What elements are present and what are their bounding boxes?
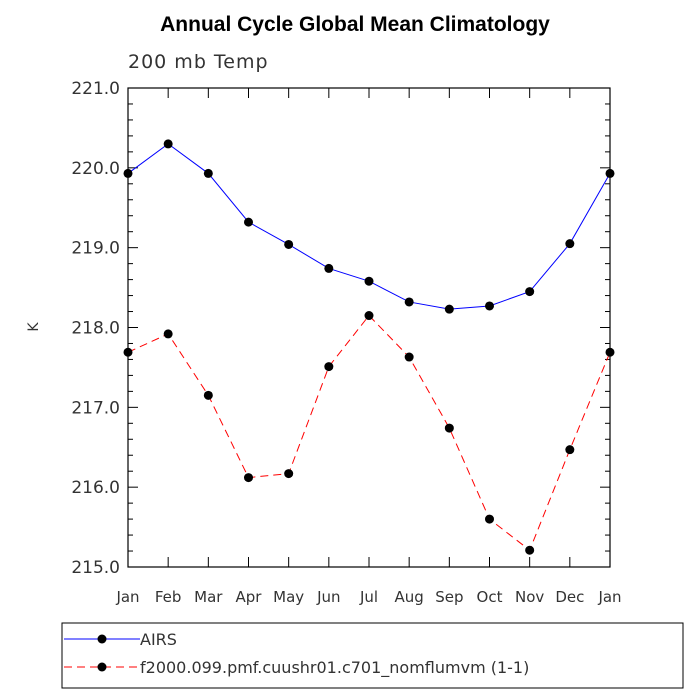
chart-title: Annual Cycle Global Mean Climatology [160, 13, 550, 36]
x-tick-label: Apr [236, 588, 263, 606]
x-tick-label: Jan [115, 588, 139, 606]
data-point-series-1 [163, 139, 173, 149]
data-point-series-2 [244, 473, 253, 483]
y-tick-label: 221.0 [71, 79, 120, 99]
data-point-series-1 [324, 263, 334, 273]
data-point-series-1 [444, 304, 454, 314]
data-point-series-2 [324, 362, 334, 372]
data-point-series-2 [203, 390, 213, 400]
chart-subtitle: 200 mb Temp [128, 51, 269, 73]
x-tick-label: Dec [555, 588, 584, 606]
legend-label-1: AIRS [140, 630, 177, 649]
data-point-series-2 [404, 352, 414, 362]
data-point-series-1 [284, 239, 294, 249]
x-tick-labels: Jan Feb Mar Apr May Jun Jul Aug Sep Oct Nov Dec Jan [115, 588, 621, 606]
data-point-series-2 [123, 347, 133, 357]
data-point-series-2 [163, 329, 173, 339]
data-point-series-2 [565, 445, 575, 455]
data-point-series-1 [605, 168, 615, 178]
data-point-series-2 [485, 514, 494, 524]
series-lines [127, 143, 611, 552]
x-tick-label: Nov [515, 588, 544, 606]
data-point-series-2 [444, 423, 454, 433]
data-point-series-2 [605, 347, 615, 357]
data-point-series-2 [284, 469, 294, 479]
y-tick-labels: 215.0 216.0 217.0 218.0 219.0 220.0 221.0 [71, 79, 120, 578]
legend: AIRS f2000.099.pmf.cuushr01.c701_nomflumv… [64, 630, 529, 678]
data-point-series-1 [525, 287, 535, 297]
y-tick-label: 218.0 [71, 319, 120, 339]
data-point-series-1 [404, 297, 414, 307]
x-tick-label: Mar [194, 588, 223, 606]
axis-ticks [127, 87, 611, 568]
data-point-series-1 [364, 276, 374, 286]
data-point-series-1 [565, 239, 575, 249]
y-tick-label: 217.0 [71, 398, 120, 418]
x-tick-label: Sep [435, 588, 463, 606]
y-tick-label: 220.0 [71, 159, 120, 179]
data-point-series-1 [244, 217, 253, 227]
y-tick-label: 215.0 [71, 558, 120, 578]
y-tick-label: 216.0 [71, 478, 120, 498]
data-point-series-1 [203, 168, 213, 178]
plot-frame [127, 87, 611, 568]
data-point-series-2 [364, 311, 374, 321]
x-tick-label: Feb [155, 588, 182, 606]
y-tick-label: 219.0 [71, 239, 120, 259]
data-point-series-1 [485, 301, 494, 311]
x-tick-label: Aug [395, 588, 424, 606]
y-axis-label: K [26, 322, 42, 332]
data-point-series-1 [123, 168, 133, 178]
data-point-series-2 [525, 545, 535, 555]
legend-box [61, 622, 684, 689]
x-tick-label: Jun [316, 588, 340, 606]
legend-marker-2 [97, 662, 107, 672]
x-tick-label: Jul [359, 588, 378, 606]
legend-marker-1 [97, 634, 107, 644]
series-line-2 [127, 314, 611, 552]
legend-label-2: f2000.099.pmf.cuushr01.c701_nomflumvm (1… [140, 658, 529, 678]
x-tick-label: May [273, 588, 304, 606]
x-tick-label: Jan [597, 588, 621, 606]
series-points [123, 139, 615, 555]
x-tick-label: Oct [477, 588, 503, 606]
